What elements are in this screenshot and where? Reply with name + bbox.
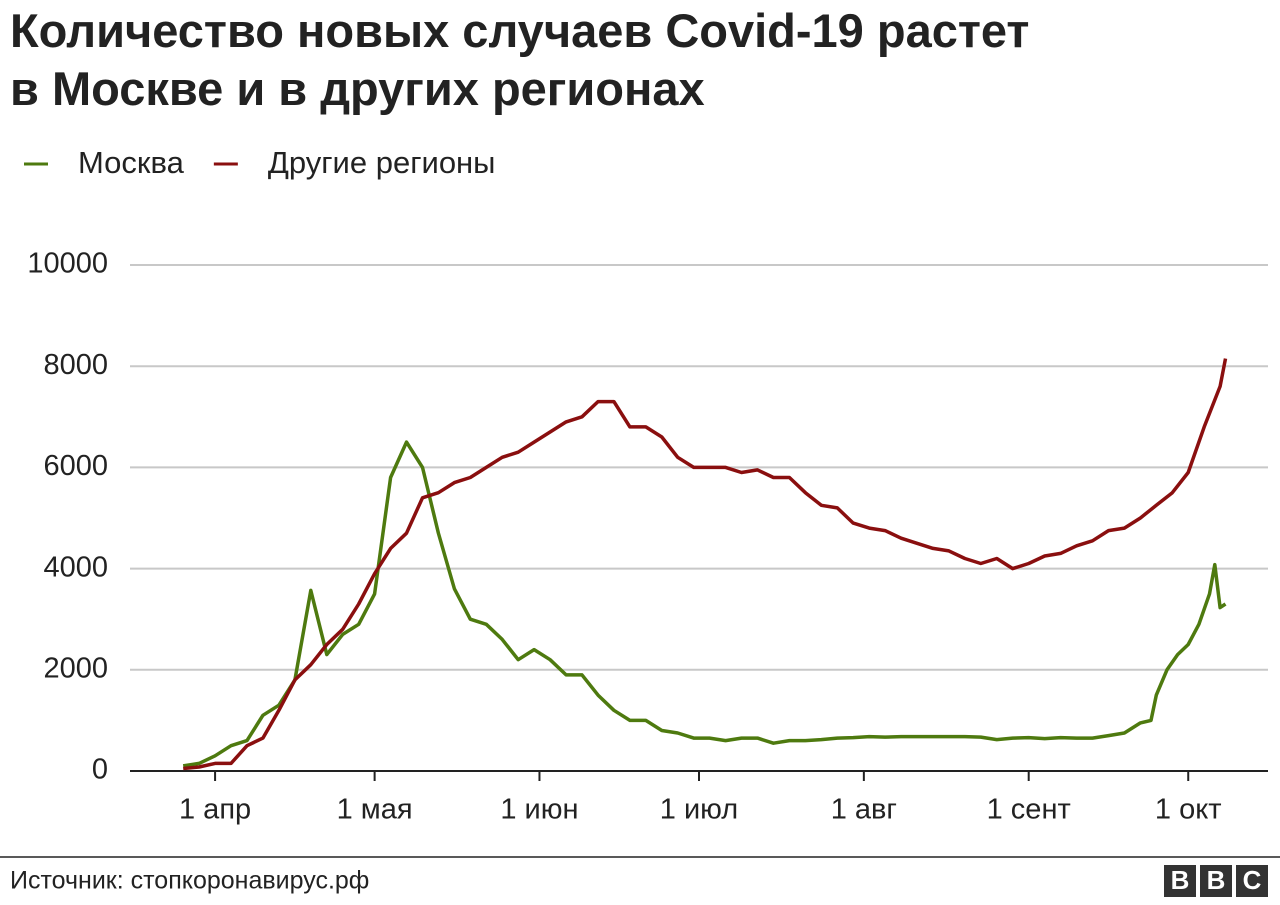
legend-label: Москва	[78, 145, 185, 180]
logo-letter: C	[1243, 865, 1262, 895]
title-box: Количество новых случаев Covid-19 растет…	[10, 4, 1030, 115]
source: Источник: стопкоронавирус.рф	[10, 867, 369, 895]
y-tick-label: 8000	[43, 349, 108, 381]
logo-box	[1164, 865, 1196, 897]
x-tick-label: 1 сент	[987, 794, 1071, 826]
x-tick-label: 1 июн	[500, 794, 578, 826]
y-tick-label: 0	[92, 754, 108, 786]
series-line	[182, 440, 1227, 768]
series-line	[183, 358, 1228, 771]
logo-box	[1236, 865, 1268, 897]
x-tick-label: 1 мая	[337, 794, 413, 826]
x-tick-label: 1 окт	[1155, 794, 1222, 826]
x-tick-label: 1 июл	[660, 794, 738, 826]
x-tick-label: 1 авг	[831, 794, 897, 826]
x-tick-label: 1 апр	[179, 794, 251, 826]
y-tick-label: 2000	[43, 652, 108, 684]
y-tick-label: 10000	[27, 248, 108, 280]
logo-box	[1200, 865, 1232, 897]
legend-label: Другие регионы	[268, 145, 496, 180]
y-tick-label: 6000	[43, 450, 108, 482]
logo-letter: B	[1207, 865, 1226, 895]
chart-title: Количество новых случаев Covid-19 растет…	[10, 4, 1030, 115]
logo-letter: B	[1171, 865, 1190, 895]
y-tick-label: 4000	[43, 551, 108, 583]
